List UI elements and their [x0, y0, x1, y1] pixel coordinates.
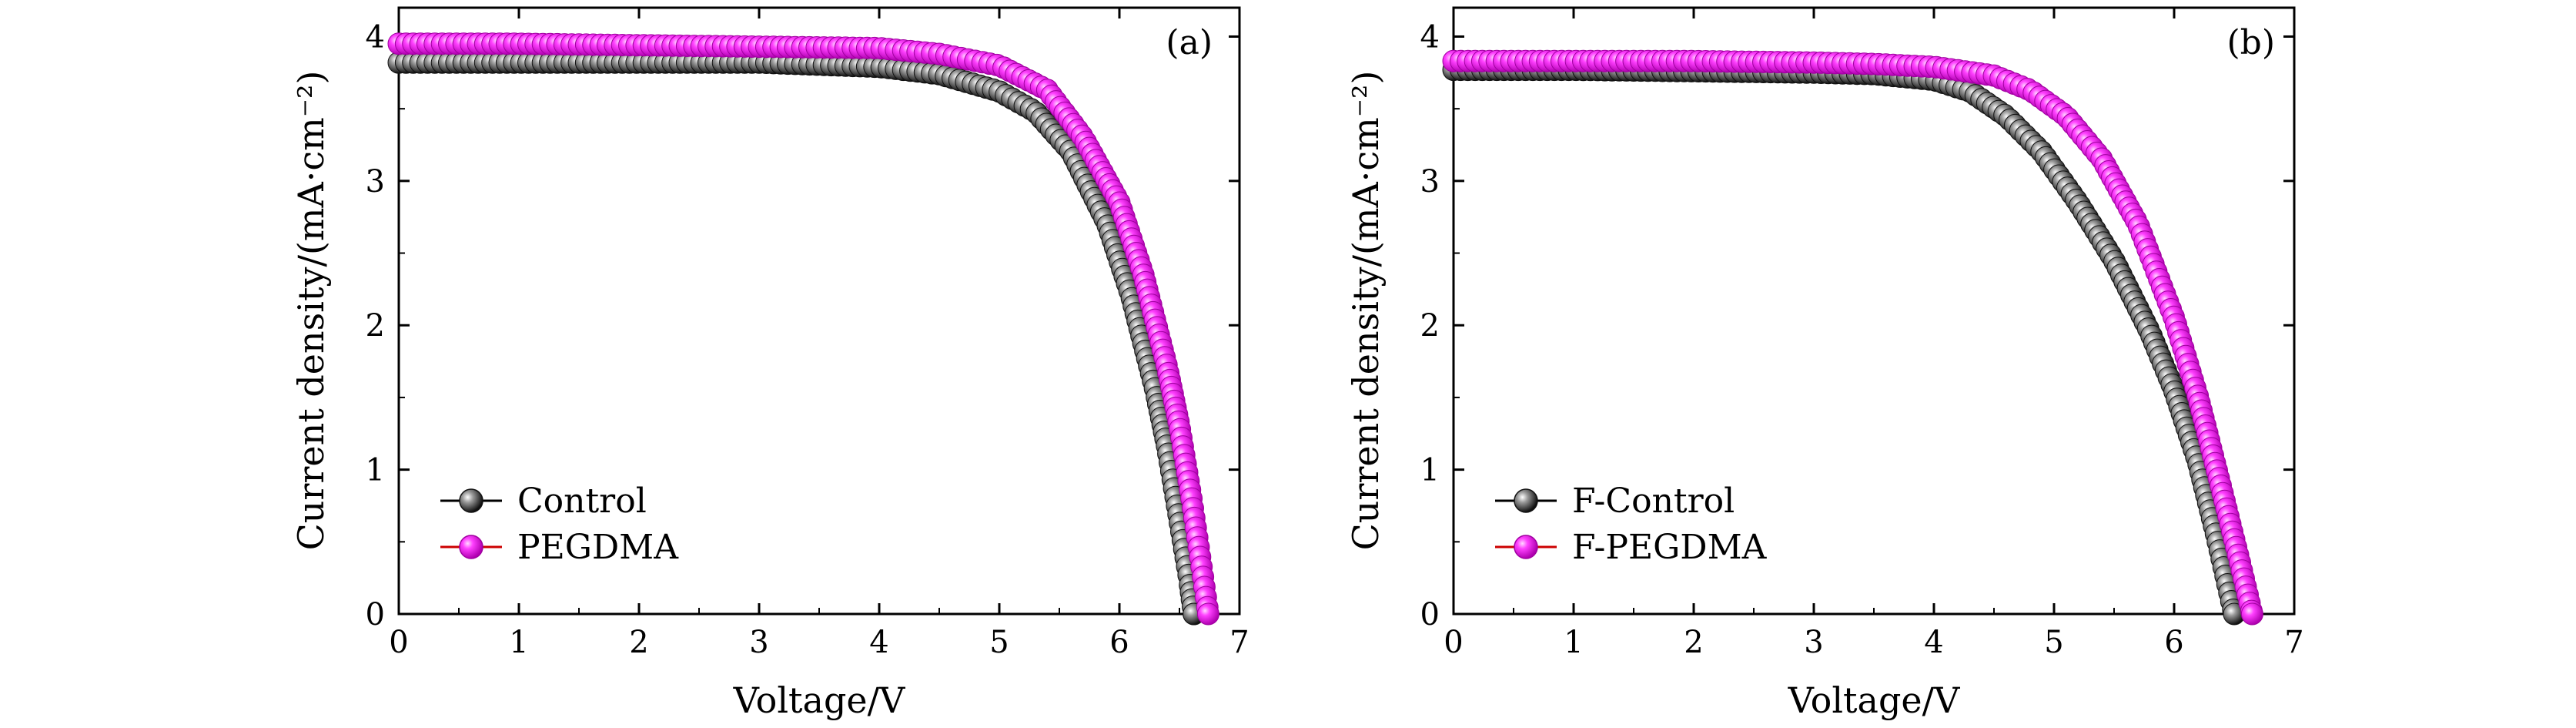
legend-marker-f-control: [1514, 488, 1538, 513]
y-tick-label-a-4: 4: [366, 19, 385, 55]
legend-marker-f-pegdma: [1514, 535, 1538, 559]
x-tick-label-b-6: 6: [2164, 625, 2183, 660]
x-tick-label-b-4: 4: [1924, 625, 1943, 660]
x-axis-label-a: Voltage/V: [733, 679, 905, 721]
legend-label-f-control: F-Control: [1572, 481, 1735, 521]
panel-a: 0 1 2 3 4 5 6 7 0 1 2 3 4 (a) Voltage/V Current dens…: [290, 6, 1250, 721]
y-axis-label-b: Current density/(mA·cm⁻²): [1345, 71, 1387, 551]
x-tick-label-b-7: 7: [2284, 625, 2303, 660]
y-tick-label-b-2: 2: [1420, 308, 1440, 344]
panel-b: 0 1 2 3 4 5 6 7 0 1 2 3 4 (b) Voltage/V Current dens…: [1345, 6, 2304, 721]
data-point: [1196, 602, 1219, 626]
panel-label-a: (a): [1166, 23, 1213, 62]
y-tick-label-b-3: 3: [1420, 164, 1440, 200]
x-tick-label-a-1: 1: [509, 625, 528, 660]
plot-area-b: 0 1 2 3 4 5 6 7 0 1 2 3 4: [1420, 8, 2304, 660]
x-tick-label-b-0: 0: [1444, 625, 1463, 660]
y-tick-label-a-0: 0: [366, 597, 385, 632]
y-tick-label-b-1: 1: [1420, 453, 1440, 488]
plot-area-a: 0 1 2 3 4 5 6 7 0 1 2 3 4: [366, 8, 1250, 660]
x-tick-label-a-6: 6: [1109, 625, 1129, 660]
y-tick-label-a-1: 1: [366, 453, 385, 488]
series-pegdma: [387, 32, 1219, 626]
y-axis-label-a: Current density/(mA·cm⁻²): [290, 71, 332, 551]
legend-marker-control: [459, 488, 483, 513]
y-tick-label-b-0: 0: [1420, 597, 1440, 632]
legend-marker-pegdma: [459, 535, 483, 559]
series-f-control: [1442, 59, 2246, 626]
x-tick-label-b-3: 3: [1804, 625, 1823, 660]
legend-label-f-pegdma: F-PEGDMA: [1572, 528, 1768, 567]
x-tick-label-a-2: 2: [629, 625, 648, 660]
data-point: [2240, 602, 2263, 626]
panel-label-b: (b): [2227, 23, 2276, 62]
x-tick-label-b-5: 5: [2044, 625, 2063, 660]
x-axis-label-b: Voltage/V: [1788, 679, 1960, 721]
x-tick-label-a-0: 0: [389, 625, 408, 660]
legend-label-pegdma: PEGDMA: [517, 528, 679, 567]
x-tick-label-b-1: 1: [1564, 625, 1583, 660]
x-tick-label-a-5: 5: [989, 625, 1009, 660]
x-tick-label-a-7: 7: [1229, 625, 1249, 660]
legend-label-control: Control: [517, 481, 647, 521]
x-tick-label-a-3: 3: [749, 625, 768, 660]
x-tick-label-b-2: 2: [1684, 625, 1703, 660]
x-tick-label-a-4: 4: [869, 625, 888, 660]
y-tick-label-a-2: 2: [366, 308, 385, 344]
y-tick-label-b-4: 4: [1420, 19, 1440, 55]
legend-a: Control PEGDMA: [440, 481, 679, 567]
plot-frame-a: [397, 6, 1241, 616]
series-f-pegdma: [1442, 49, 2263, 626]
legend-b: F-Control F-PEGDMA: [1495, 481, 1768, 567]
y-tick-label-a-3: 3: [366, 164, 385, 200]
